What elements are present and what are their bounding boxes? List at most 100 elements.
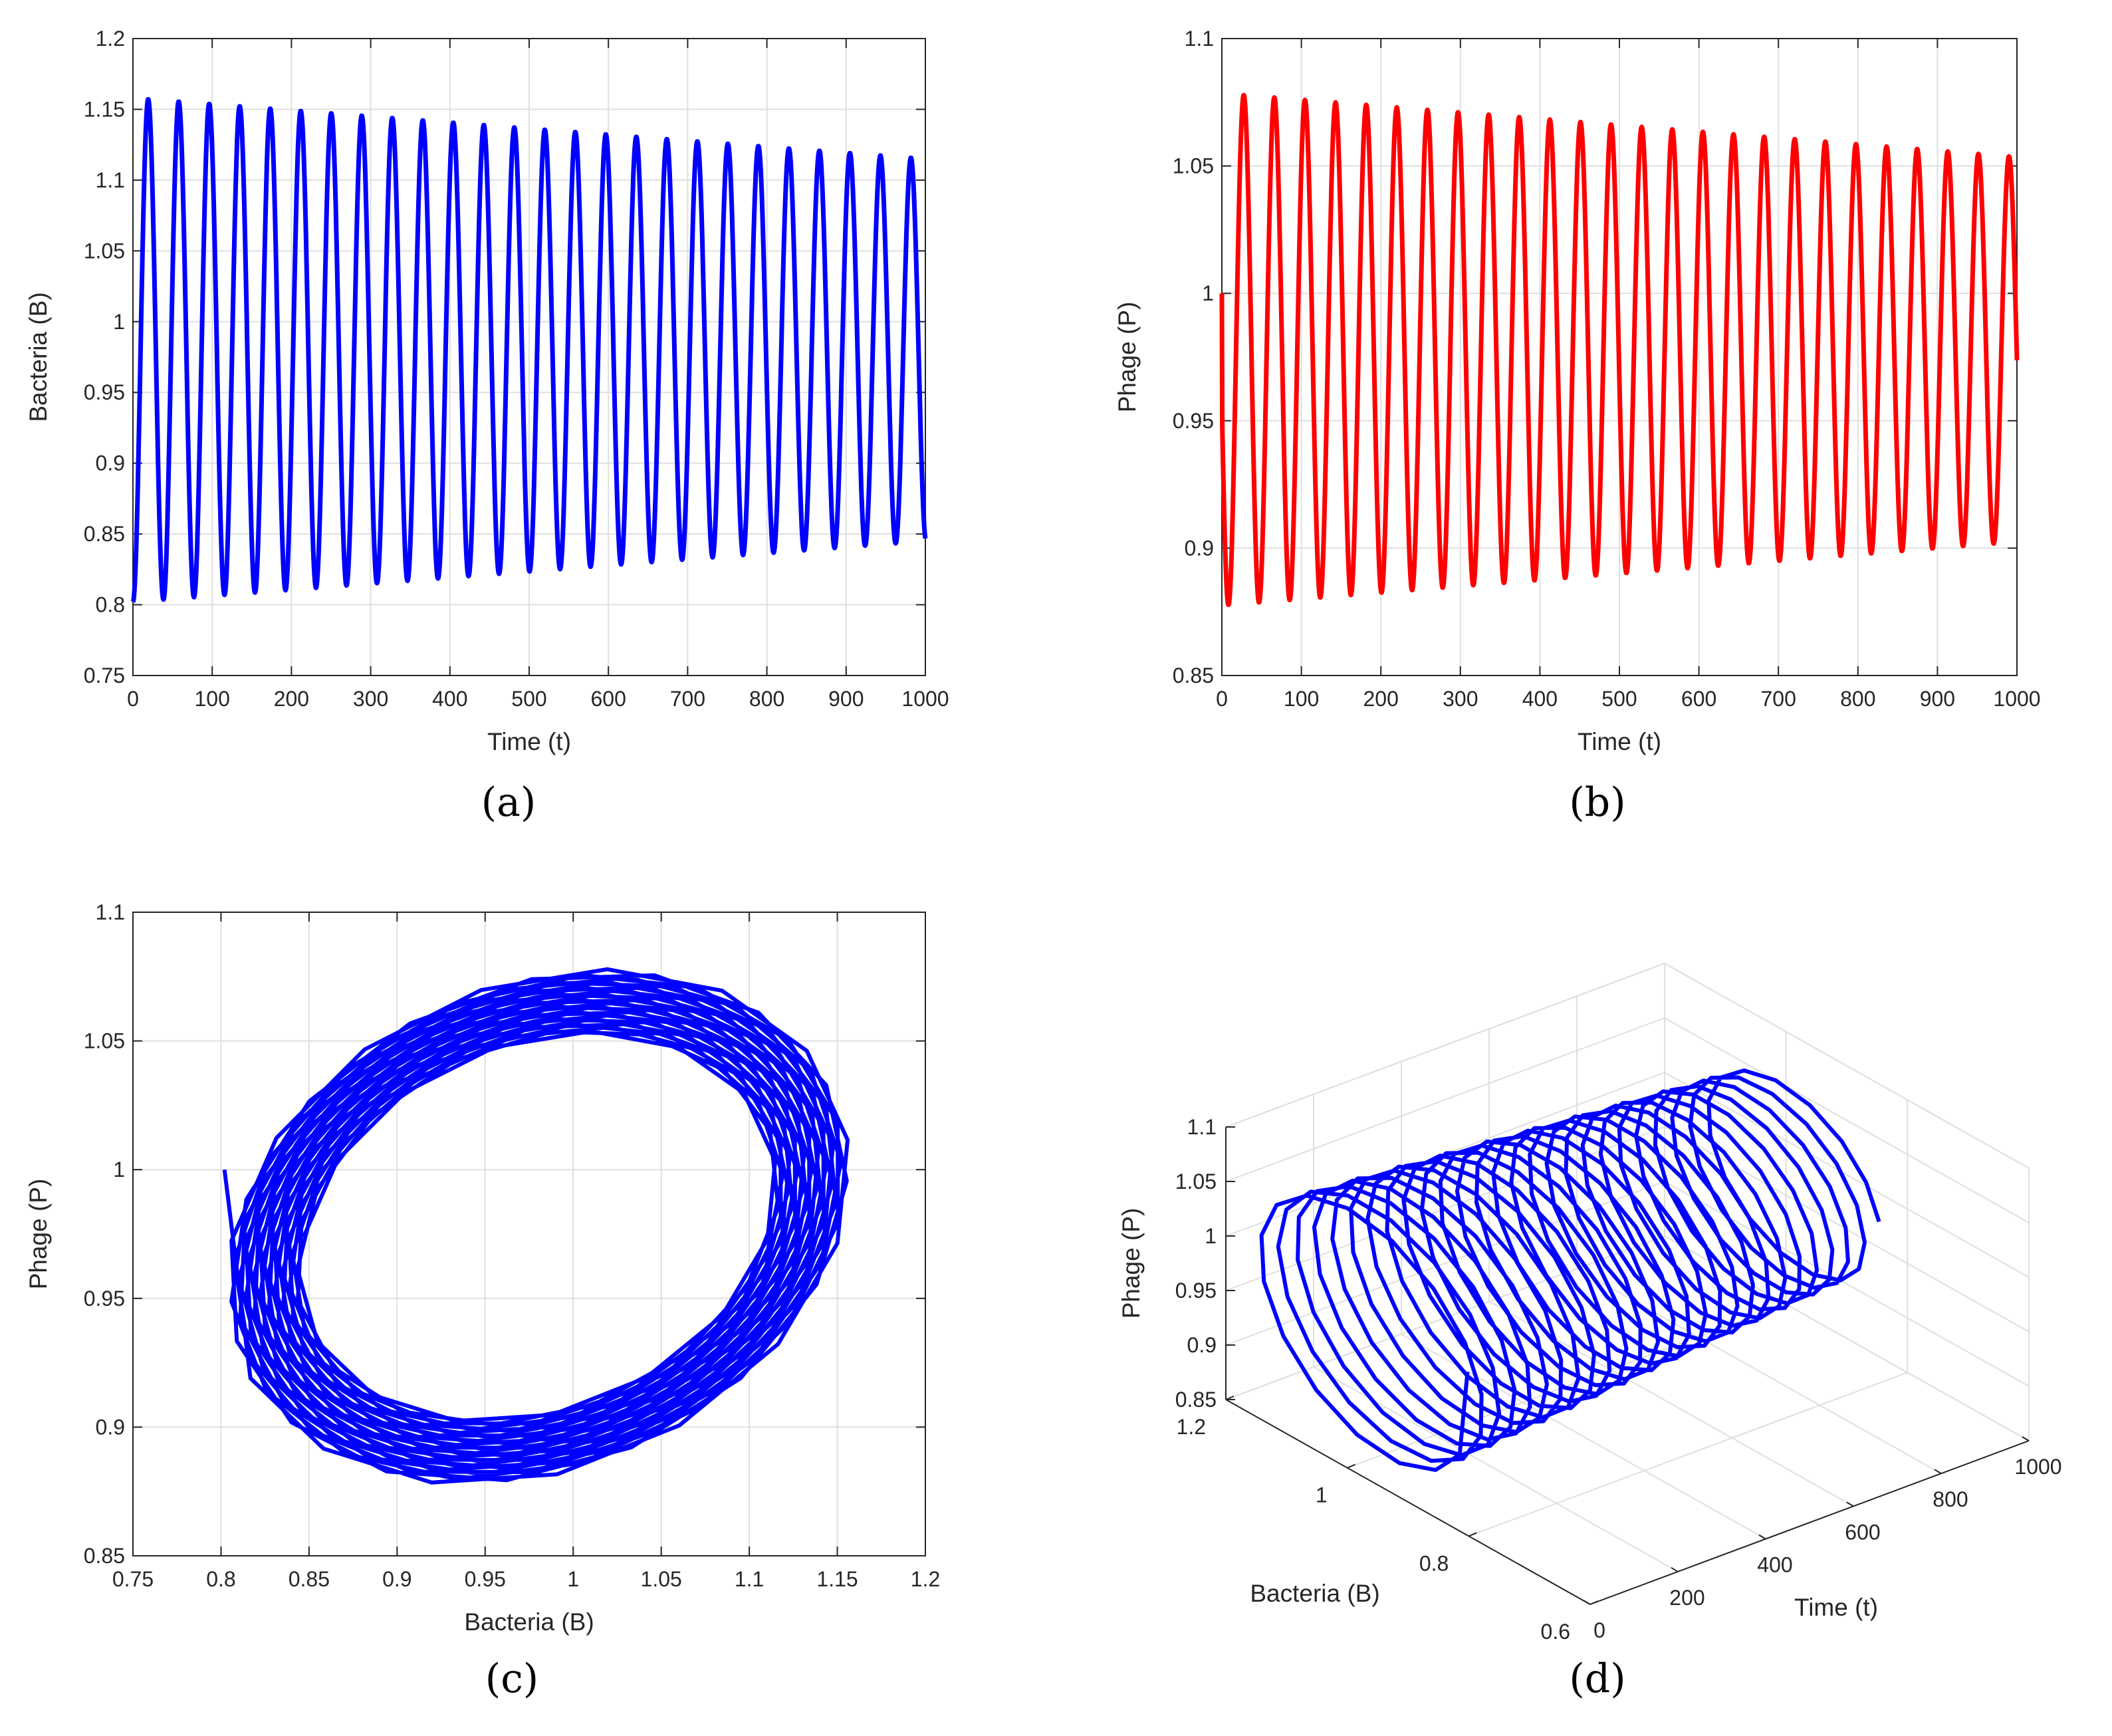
- panel-b-ylabel: Phage (P): [1114, 302, 1141, 413]
- panel-c-ylabel: Phage (P): [25, 1179, 52, 1290]
- panel-c-xtick-label: 0.85: [289, 1567, 330, 1591]
- panel-b-xtick-label: 0: [1216, 687, 1228, 711]
- panel-c-axes-frame: [132, 912, 926, 1556]
- panel-d-grid-p-side: [1664, 1017, 2030, 1223]
- panel-d-btick-mark: [1347, 1463, 1356, 1469]
- panel-d-ttick-mark: [1846, 1501, 1854, 1507]
- panel-d-ptick-label: 1.05: [1175, 1170, 1217, 1193]
- panel-a-xtick-label: 900: [828, 687, 864, 711]
- panel-c-label: (c): [485, 1656, 538, 1702]
- panel-a-xtick-label: 700: [670, 687, 705, 711]
- panel-b-xtick-label: 1000: [1993, 687, 2040, 711]
- panel-d-ttick-mark: [1671, 1566, 1679, 1572]
- panel-d-ptick-label: 0.9: [1187, 1333, 1217, 1357]
- panel-c-ytick-label: 0.85: [84, 1544, 125, 1568]
- panel-c-ytick-label: 0.95: [84, 1287, 125, 1310]
- panel-d-chart: 0.85 0.9 0.95 1 1.05 1.1 0.6 0.8 1 1.2 0 200 400 600 8…: [1117, 963, 2062, 1644]
- panel-a-xtick-label: 600: [591, 687, 626, 711]
- panel-b-chart: 0 100 200 300 400 500 600 700 800 900 1000 0.85 0.9 0…: [1114, 27, 2041, 755]
- panel-d-box-edge: [1664, 963, 2030, 1169]
- panel-c-xlabel: Bacteria (B): [464, 1608, 594, 1636]
- panel-d-box-edge: [1225, 963, 1665, 1128]
- panel-a-xtick-label: 200: [274, 687, 309, 711]
- panel-b-xtick-label: 900: [1920, 687, 1955, 711]
- panel-a-ytick-label: 0.85: [84, 522, 125, 546]
- panel-d-xlabel: Time (t): [1794, 1594, 1878, 1621]
- phase-trajectory-line: [222, 967, 850, 1485]
- panel-d-grid-p-back: [1225, 1017, 1665, 1182]
- panel-b-xtick-label: 800: [1840, 687, 1875, 711]
- panel-d-ttick-mark: [2022, 1436, 2030, 1441]
- panel-c-xtick-label: 1.05: [641, 1567, 682, 1591]
- phage-series-line: [1219, 92, 2020, 608]
- panel-d-ttick-label: 200: [1669, 1586, 1704, 1610]
- bacteria-series-line: [130, 97, 928, 604]
- panel-a-xtick-label: 300: [353, 687, 388, 711]
- panel-b-ytick-label: 0.9: [1185, 536, 1214, 560]
- panel-a-ytick-label: 1: [113, 310, 125, 334]
- panel-d-zlabel: Phage (P): [1117, 1208, 1145, 1319]
- panel-d-btick-mark: [1225, 1396, 1234, 1400]
- panel-b-xtick-label: 200: [1363, 687, 1399, 711]
- panel-c-ytick-label: 1: [113, 1158, 125, 1181]
- panel-a-xtick-label: 400: [432, 687, 467, 711]
- panel-d-ylabel: Bacteria (B): [1250, 1580, 1379, 1607]
- panel-d-ttick-mark: [1758, 1534, 1766, 1540]
- panel-d-ttick-mark: [1583, 1600, 1591, 1605]
- panel-d-btick-mark: [1589, 1600, 1599, 1605]
- panel-b-xtick-label: 100: [1284, 687, 1319, 711]
- panel-b-label: (b): [1569, 779, 1625, 826]
- panel-d-ptick-label: 1.1: [1187, 1115, 1217, 1139]
- panel-a-ytick-label: 1.15: [84, 97, 125, 121]
- panel-c-xtick-label: 1.2: [911, 1567, 940, 1591]
- panel-c-chart: 0.75 0.8 0.85 0.9 0.95 1 1.05 1.1 1.15 1.2 0.85 0.9…: [25, 900, 940, 1636]
- panel-d-t-axis: [1589, 1440, 2030, 1605]
- panel-d-grid-b-floor: [1468, 1372, 1908, 1537]
- panel-d-btick-mark: [1468, 1532, 1477, 1537]
- panel-b-ytick-label: 0.85: [1173, 664, 1214, 687]
- panel-b-xtick-label: 300: [1443, 687, 1478, 711]
- panel-c-xtick-label: 0.9: [382, 1567, 411, 1591]
- panel-a-ylabel: Bacteria (B): [25, 292, 52, 422]
- panel-b-xtick-label: 600: [1681, 687, 1716, 711]
- panel-d-ttick-label: 0: [1593, 1618, 1605, 1642]
- panel-d-ttick-label: 600: [1845, 1520, 1880, 1544]
- panel-b-ytick-label: 1.1: [1185, 27, 1214, 51]
- panel-a-chart: 0 100 200 300 400 500 600 700 800 900 1000 0.75 0.8 0…: [25, 27, 949, 755]
- panel-a-ytick-label: 0.9: [96, 451, 125, 475]
- panel-a-xtick-label: 1000: [901, 687, 949, 711]
- panel-c-xtick-label: 1.1: [735, 1567, 764, 1591]
- panel-d-ttick-label: 1000: [2014, 1455, 2061, 1479]
- panel-c-xtick-label: 1: [567, 1567, 579, 1591]
- panel-c-xtick-label: 0.95: [465, 1567, 506, 1591]
- panel-d-b-axis: [1225, 1399, 1591, 1605]
- panel-d-grid-p-side: [1664, 1072, 2030, 1278]
- panel-c-xtick-label: 1.15: [816, 1567, 858, 1591]
- panel-d-ptick-label: 0.85: [1175, 1388, 1217, 1412]
- panel-a-xtick-label: 500: [511, 687, 546, 711]
- panel-a-ytick-label: 1.1: [96, 168, 125, 192]
- panel-b-xtick-label: 500: [1601, 687, 1637, 711]
- panel-c-ytick-label: 0.9: [96, 1415, 125, 1439]
- 3d-trajectory-line: [1259, 1068, 1881, 1472]
- panel-b-xtick-label: 400: [1522, 687, 1558, 711]
- panel-b-ytick-label: 1: [1202, 281, 1214, 305]
- panel-a-xlabel: Time (t): [487, 728, 571, 755]
- panel-d-btick-label: 1.2: [1177, 1415, 1206, 1439]
- panel-a-ytick-label: 1.2: [96, 27, 125, 51]
- panel-c-xtick-label: 0.75: [112, 1567, 154, 1591]
- panel-b-xlabel: Time (t): [1578, 728, 1661, 755]
- panel-d-ptick-label: 1: [1205, 1224, 1217, 1248]
- panel-d-btick-label: 1: [1316, 1483, 1328, 1507]
- panel-c-ytick-label: 1.05: [84, 1029, 125, 1053]
- panel-d-ptick-label: 0.95: [1175, 1279, 1217, 1302]
- panel-b-xtick-label: 700: [1761, 687, 1796, 711]
- panel-a-ytick-label: 0.95: [84, 380, 125, 404]
- panel-b-ytick-label: 1.05: [1173, 154, 1214, 178]
- panel-a-ytick-label: 0.75: [84, 664, 125, 687]
- panel-d-btick-label: 0.8: [1419, 1551, 1449, 1575]
- panel-b-ytick-label: 0.95: [1173, 409, 1214, 433]
- panel-d-ttick-mark: [1934, 1469, 1942, 1475]
- panel-d-label: (d): [1569, 1656, 1625, 1702]
